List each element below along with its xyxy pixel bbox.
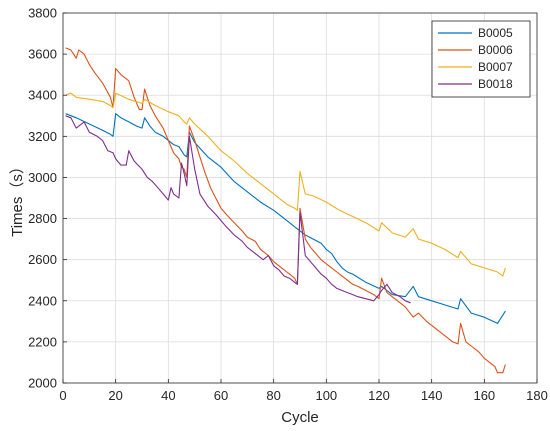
legend-label-b0006: B0006 [478,43,513,57]
legend-label-b0007: B0007 [478,60,513,74]
x-tick-label: 80 [266,388,280,403]
x-tick-label: 0 [59,388,66,403]
y-tick-label: 3400 [28,88,57,103]
y-tick-label: 2600 [28,252,57,267]
x-axis-label: Cycle [281,409,319,426]
series-layer [65,47,506,374]
x-tick-label: 120 [368,388,390,403]
legend-box [431,20,531,98]
x-tick-label: 60 [214,388,228,403]
series-line-b0018 [65,115,411,304]
x-tick-label: 180 [526,388,548,403]
x-tick-label: 140 [421,388,443,403]
x-tick-label: 20 [108,388,122,403]
y-tick-label: 2400 [28,293,57,308]
y-tick-label: 3800 [28,6,57,21]
y-tick-label: 3600 [28,47,57,62]
x-tick-label: 100 [315,388,337,403]
legend-label-b0018: B0018 [478,77,513,91]
y-tick-label: 3000 [28,170,57,185]
axis-ticks: 0 20 40 60 80 100 120 140 160 180 2000 2200 2400 2600… [28,6,548,404]
legend-label-b0005: B0005 [478,26,513,40]
y-axis-label: Times（s） [9,159,26,237]
series-line-b0007 [65,92,506,277]
y-tick-label: 2000 [28,376,57,391]
plot-frame [62,12,538,384]
y-tick-label: 3200 [28,129,57,144]
y-tick-label: 2200 [28,334,57,349]
x-tick-label: 40 [161,388,175,403]
legend: B0005 B0006 B0007 B0018 [431,20,531,98]
series-line-b0005 [65,113,506,324]
x-tick-label: 160 [473,388,495,403]
series-line-b0006 [65,47,506,374]
y-tick-label: 2800 [28,211,57,226]
